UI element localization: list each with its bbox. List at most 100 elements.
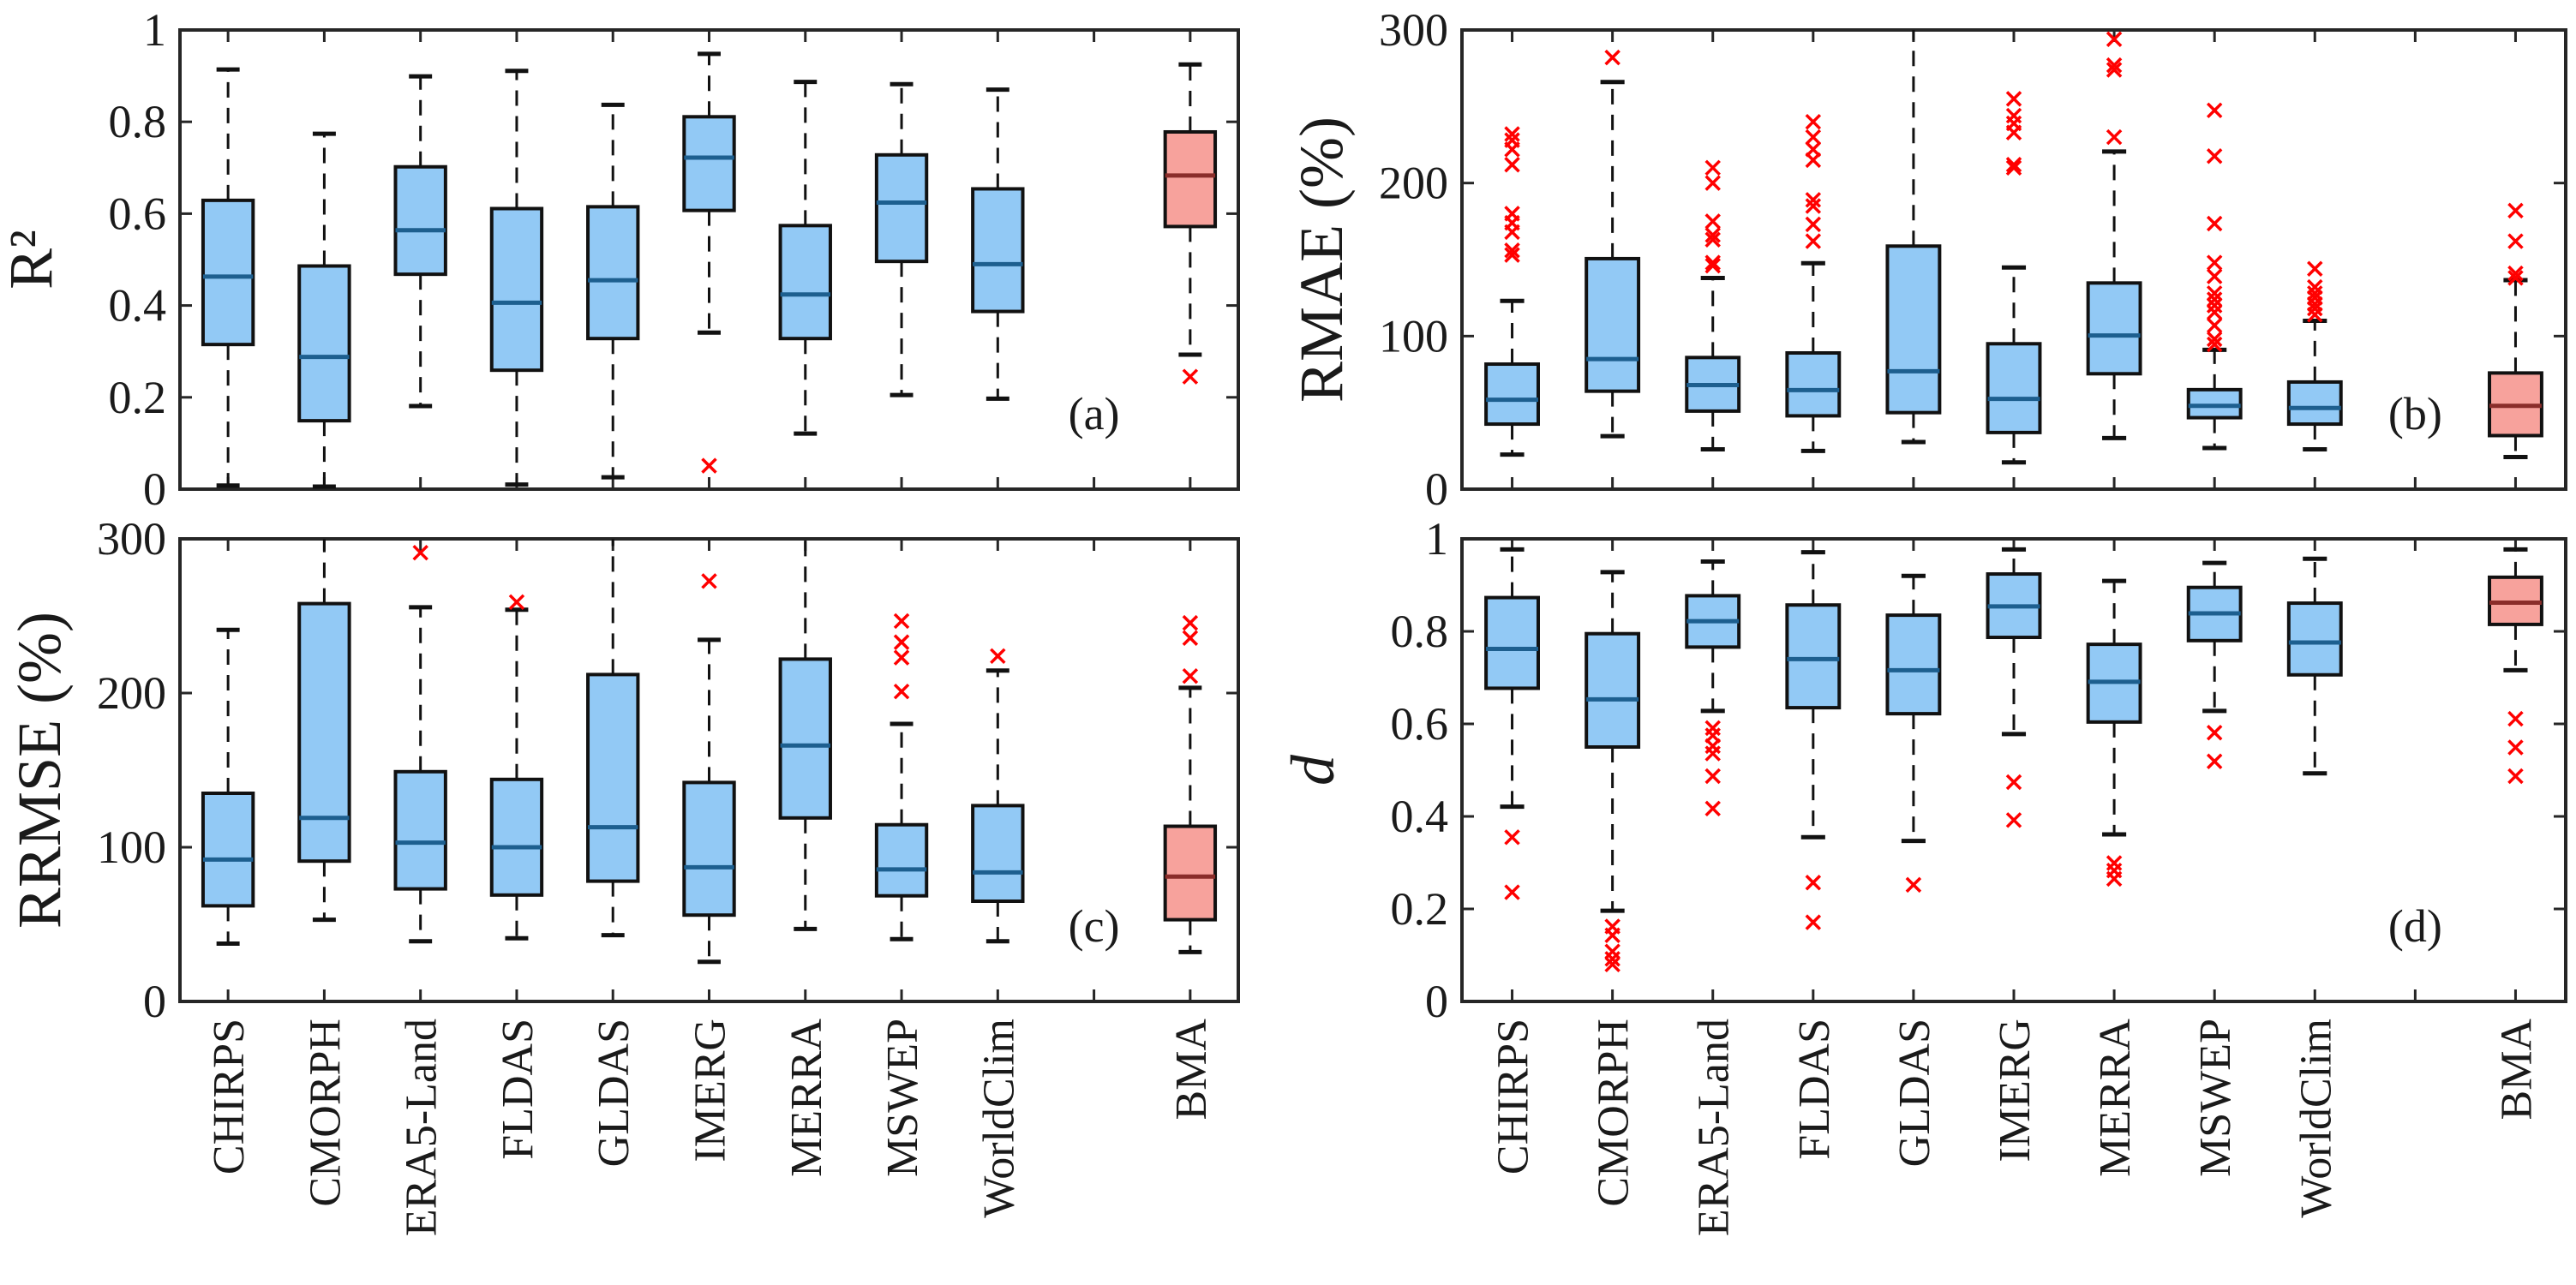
iqr-box: [2186, 387, 2243, 420]
outlier-marker: [1805, 152, 1822, 169]
outlier-marker: [1504, 884, 1520, 900]
category-label: MERRA: [782, 1019, 831, 1177]
outlier-marker: [2206, 753, 2223, 769]
box-gldas: [586, 539, 640, 938]
iqr-box: [297, 601, 351, 864]
iqr-box: [1986, 342, 2042, 434]
outlier-marker: [2106, 62, 2123, 78]
category-label: BMA: [1167, 1019, 1216, 1121]
y-tick-label: 300: [1379, 4, 1448, 56]
outlier-marker: [701, 573, 717, 589]
iqr-box: [1163, 129, 1218, 229]
outlier-marker: [990, 648, 1006, 665]
y-tick-label: 0.6: [109, 188, 167, 239]
box-gldas: [1885, 573, 1942, 894]
outlier-marker: [1182, 630, 1199, 646]
box-worldclim: [971, 648, 1025, 944]
outlier-marker: [2005, 91, 2022, 107]
box-era5-land: [393, 544, 447, 944]
outlier-marker: [2206, 102, 2223, 119]
iqr-box: [1585, 631, 1641, 750]
iqr-box: [1484, 595, 1540, 690]
y-tick-label: 200: [1379, 158, 1448, 209]
panel-label: (a): [1069, 388, 1120, 439]
category-label: ERA5-Land: [1690, 1019, 1739, 1236]
y-tick-label: 0.4: [109, 280, 167, 332]
outlier-marker: [893, 649, 910, 666]
iqr-box: [586, 672, 640, 883]
outlier-marker: [2507, 710, 2524, 727]
box-era5-land: [1685, 159, 1741, 452]
y-tick-label: 1: [1425, 513, 1448, 565]
category-label: GLDAS: [590, 1019, 638, 1167]
outlier-marker: [2106, 855, 2123, 871]
box-worldclim: [2286, 260, 2343, 452]
box-gldas: [586, 102, 640, 480]
outlier-marker: [2206, 285, 2223, 302]
outlier-marker: [893, 613, 910, 630]
box-bma: [1163, 614, 1218, 954]
iqr-box: [682, 115, 736, 212]
iqr-box: [201, 198, 255, 347]
box-era5-land: [1685, 559, 1741, 817]
outlier-marker: [1704, 800, 1721, 817]
iqr-box: [1484, 362, 1540, 427]
y-tick-label: 0: [143, 463, 166, 515]
iqr-box: [874, 822, 929, 898]
iqr-box: [393, 164, 447, 277]
y-axis-label: RRMSE (%): [5, 612, 74, 929]
box-gldas: [1885, 30, 1942, 445]
outlier-marker: [2206, 254, 2223, 271]
iqr-box: [1785, 603, 1842, 710]
box-cmorph: [297, 539, 351, 923]
outlier-marker: [2206, 268, 2223, 284]
box-merra: [778, 539, 832, 931]
outlier-marker: [2005, 159, 2022, 176]
category-label: ERA5-Land: [398, 1019, 446, 1236]
panel-label: (d): [2388, 900, 2442, 952]
y-axis-label: d: [1279, 754, 1347, 786]
outlier-marker: [2005, 124, 2022, 140]
category-label: GLDAS: [1890, 1019, 1939, 1167]
box-mswep: [874, 613, 929, 941]
box-worldclim: [2286, 556, 2343, 776]
category-label: IMERG: [1991, 1019, 2040, 1162]
panel-label: (c): [1069, 900, 1120, 952]
box-merra: [2086, 578, 2142, 888]
box-imerg: [1986, 91, 2042, 465]
iqr-box: [682, 780, 736, 917]
outlier-marker: [2206, 304, 2223, 320]
outlier-marker: [893, 683, 910, 700]
outlier-marker: [1704, 768, 1721, 785]
iqr-box: [489, 777, 544, 897]
outlier-marker: [1182, 667, 1199, 684]
y-tick-label: 0: [1425, 976, 1448, 1027]
outlier-marker: [1805, 128, 1822, 146]
outlier-marker: [1704, 159, 1721, 176]
y-tick-label: 100: [1379, 310, 1448, 362]
outlier-marker: [2507, 233, 2524, 249]
outlier-marker: [1805, 198, 1822, 214]
box-imerg: [1986, 547, 2042, 828]
outlier-marker: [1182, 614, 1199, 631]
y-tick-label: 0.2: [109, 372, 167, 423]
outlier-marker: [2206, 331, 2223, 348]
y-tick-label: 0.6: [1391, 698, 1449, 750]
box-cmorph: [297, 131, 351, 489]
outlier-marker: [1805, 113, 1822, 130]
outlier-marker: [2307, 260, 2323, 277]
outlier-marker: [1704, 738, 1721, 755]
outlier-marker: [1704, 213, 1721, 230]
box-bma: [2488, 547, 2543, 785]
y-tick-label: 0: [143, 976, 166, 1027]
iqr-box: [489, 206, 544, 373]
box-era5-land: [393, 74, 447, 409]
box-mswep: [874, 81, 929, 397]
box-imerg: [682, 51, 736, 474]
iqr-box: [1585, 256, 1641, 393]
outlier-marker: [1905, 876, 1922, 894]
category-label: MSWEP: [2191, 1019, 2240, 1177]
iqr-box: [1785, 350, 1842, 418]
iqr-box: [778, 657, 832, 820]
